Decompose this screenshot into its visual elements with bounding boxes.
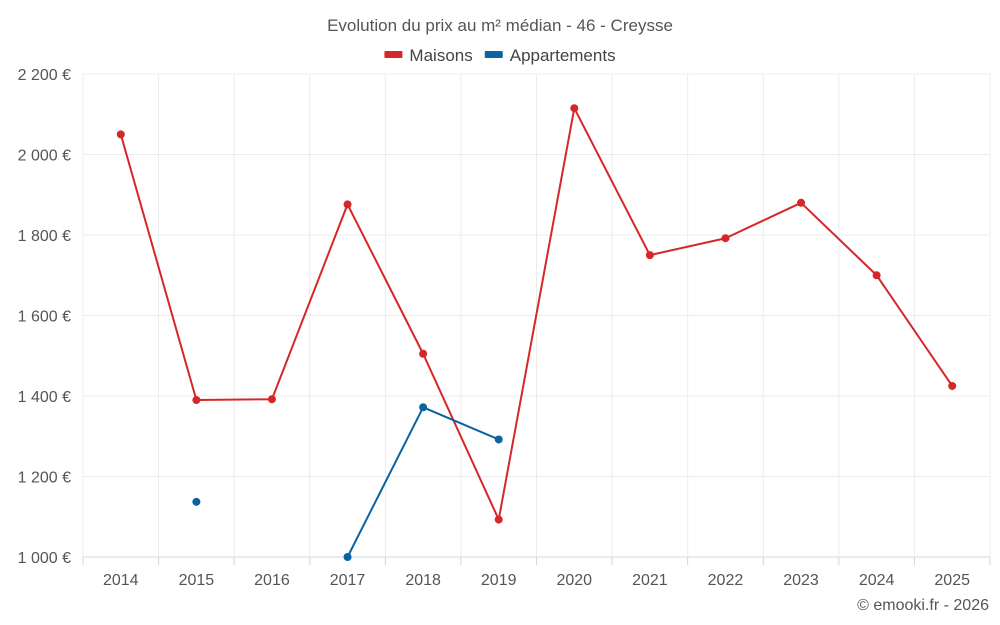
data-point-maisons-2025[interactable] [948,381,957,390]
x-tick-label-2018: 2018 [405,572,441,589]
x-tick-label-2016: 2016 [254,572,290,589]
data-point-maisons-2024[interactable] [872,271,881,280]
x-tick-label-2020: 2020 [556,572,592,589]
x-tick-label-2014: 2014 [103,572,139,589]
data-point-appartements-2017[interactable] [343,553,352,561]
y-tick-label: 2 200 € [18,67,71,84]
data-point-appartements-2015[interactable] [192,497,201,506]
legend-swatch-appartements [484,51,503,58]
y-tick-label: 2 000 € [18,148,71,165]
series-line-appartements [346,406,500,558]
legend-item-maisons[interactable]: Maisons [384,46,473,65]
x-tick-label-2025: 2025 [934,572,970,589]
y-tick-label: 1 600 € [18,309,71,326]
data-point-maisons-2022[interactable] [721,234,730,243]
legend-item-appartements[interactable]: Appartements [484,46,616,65]
data-point-maisons-2019[interactable] [494,515,503,524]
x-tick-label-2022: 2022 [708,572,744,589]
data-point-maisons-2018[interactable] [419,349,428,358]
series-line-maisons [119,107,954,521]
legend-swatch-maisons [384,51,403,58]
x-tick-label-2024: 2024 [859,572,895,589]
y-axis: 1 000 € 1 200 € 1 400 € 1 600 € 1 800 € 2 000… [18,67,71,567]
y-tick-label: 1 200 € [18,470,71,487]
data-point-maisons-2015[interactable] [192,396,201,405]
data-point-maisons-2016[interactable] [267,395,276,404]
x-tick-label-2015: 2015 [179,572,215,589]
x-tick-label-2019: 2019 [481,572,517,589]
data-point-appartements-2019[interactable] [494,435,503,444]
legend-label-appartements: Appartements [510,46,616,65]
y-tick-label: 1 400 € [18,389,71,406]
chart-title: Evolution du prix au m² médian - 46 - Cr… [327,16,673,35]
data-point-maisons-2017[interactable] [343,200,352,209]
x-tick-label-2023: 2023 [783,572,819,589]
data-point-maisons-2020[interactable] [570,104,579,113]
data-point-maisons-2021[interactable] [645,251,654,260]
data-point-appartements-2018[interactable] [419,403,428,412]
x-tick-label-2021: 2021 [632,572,668,589]
credit-text: © emooki.fr - 2026 [857,597,989,614]
x-axis: 2014 2015 2016 2017 2018 2019 2020 2021 2022 2023… [82,557,991,589]
y-tick-label: 1 000 € [18,550,71,567]
data-point-maisons-2023[interactable] [797,198,806,207]
series-group [116,104,957,561]
x-tick-label-2017: 2017 [330,572,366,589]
y-tick-label: 1 800 € [18,228,71,245]
legend-label-maisons: Maisons [409,46,472,65]
data-point-maisons-2014[interactable] [116,130,125,139]
legend: Maisons Appartements [384,46,616,65]
